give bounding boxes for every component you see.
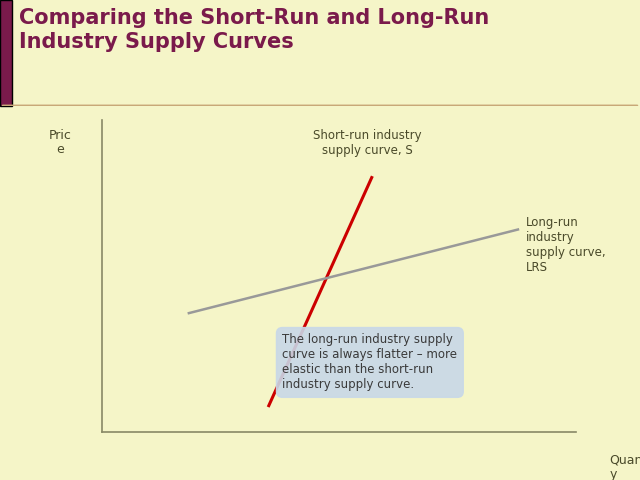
Text: Quantit
y: Quantit y bbox=[609, 454, 640, 480]
Text: Pric
e: Pric e bbox=[49, 130, 71, 156]
Text: Comparing the Short-Run and Long-Run
Industry Supply Curves: Comparing the Short-Run and Long-Run Ind… bbox=[19, 9, 490, 52]
Text: Long-run
industry
supply curve,
LRS: Long-run industry supply curve, LRS bbox=[526, 216, 606, 274]
Text: Short-run industry
supply curve, S: Short-run industry supply curve, S bbox=[314, 130, 422, 157]
Text: The long-run industry supply
curve is always flatter – more
elastic than the sho: The long-run industry supply curve is al… bbox=[282, 334, 458, 392]
FancyBboxPatch shape bbox=[0, 0, 12, 106]
